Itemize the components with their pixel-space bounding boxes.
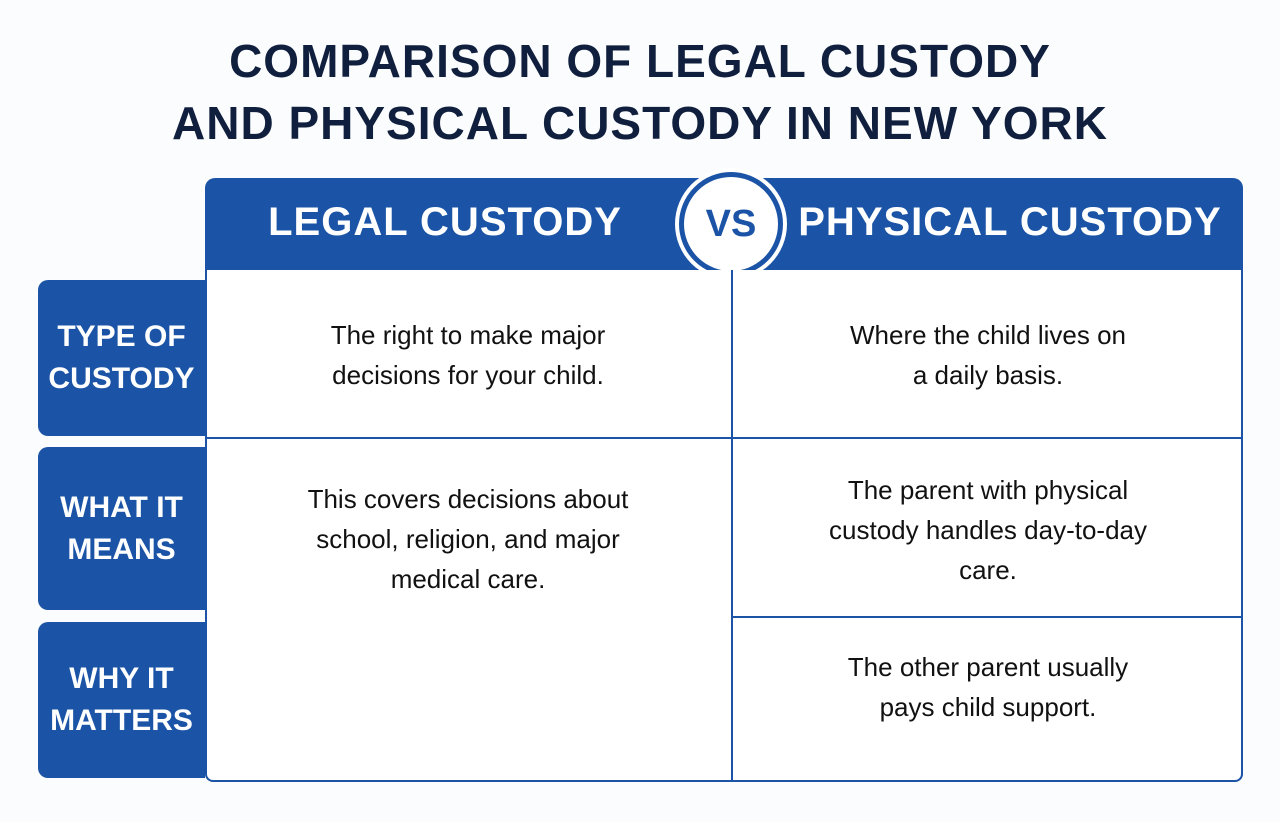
- title-line: AND PHYSICAL CUSTODY IN NEW YORK: [172, 97, 1108, 149]
- cell: This covers decisions about school, reli…: [205, 477, 731, 601]
- row-label: WHAT IT MEANS: [38, 447, 205, 610]
- cell-line: The other parent usually: [847, 652, 1129, 682]
- header-left: LEGAL CUSTODY: [268, 200, 622, 244]
- row-label: TYPE OF CUSTODY: [38, 280, 205, 436]
- title-line: COMPARISON OF LEGAL CUSTODY: [229, 35, 1051, 87]
- cell-line: school, religion, and major: [316, 524, 620, 554]
- cell-line: medical care.: [390, 564, 546, 594]
- table-body: [205, 270, 1243, 782]
- cell: Where the child lives on a daily basis.: [733, 310, 1243, 400]
- cell-line: The parent with physical: [847, 475, 1129, 505]
- cell-line: decisions for your child.: [332, 360, 604, 390]
- divider: [731, 270, 733, 782]
- vs-badge: VS: [679, 172, 783, 276]
- cell-line: a daily basis.: [912, 360, 1064, 390]
- label-line: MATTERS: [50, 704, 193, 737]
- header-right: PHYSICAL CUSTODY: [798, 200, 1222, 244]
- cell-line: The right to make major: [330, 320, 606, 350]
- cell-line: custody handles day-to-day: [829, 515, 1147, 545]
- cell-line: care.: [959, 555, 1017, 585]
- cell: The right to make major decisions for yo…: [205, 310, 731, 400]
- row-label: WHY IT MATTERS: [38, 622, 205, 778]
- label-line: WHY IT: [69, 662, 174, 695]
- cell: The parent with physical custody handles…: [733, 468, 1243, 592]
- divider: [205, 437, 1243, 439]
- title: COMPARISON OF LEGAL CUSTODY AND PHYSICAL…: [0, 30, 1280, 154]
- label-line: MEANS: [67, 532, 176, 566]
- cell: The other parent usually pays child supp…: [733, 642, 1243, 732]
- cell-line: This covers decisions about: [307, 484, 629, 514]
- label-line: TYPE OF: [57, 320, 186, 353]
- label-line: WHAT IT: [60, 490, 183, 524]
- cell-line: pays child support.: [879, 692, 1097, 722]
- cell-line: Where the child lives on: [849, 320, 1127, 350]
- divider: [731, 616, 1243, 618]
- label-line: CUSTODY: [48, 362, 195, 395]
